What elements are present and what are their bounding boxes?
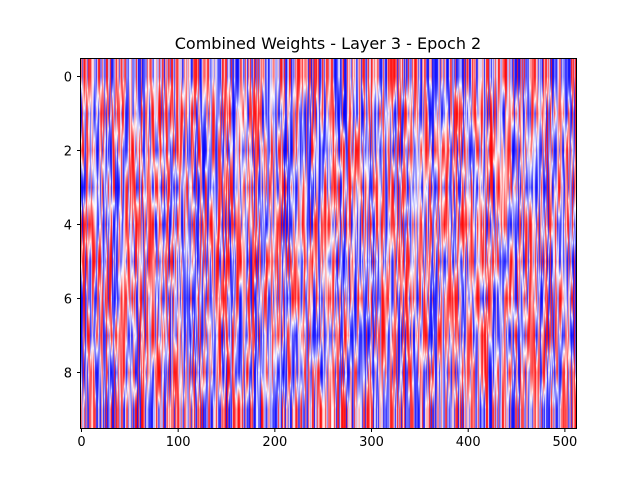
x-tick-label: 200 [262,435,287,450]
heatmap-image [81,58,576,428]
x-tick-label: 400 [456,435,481,450]
y-tick-label: 6 [64,293,72,308]
y-axis: 0 2 4 6 8 [64,71,81,382]
x-tick-label: 0 [77,435,85,450]
x-tick-label: 300 [359,435,384,450]
y-tick-label: 8 [64,367,72,382]
x-axis: 0 100 200 300 400 500 [77,428,577,450]
plot-area [80,58,577,429]
x-tick-label: 100 [166,435,191,450]
y-tick-label: 2 [64,145,72,160]
plot-frame [80,58,577,429]
y-tick-label: 4 [64,219,72,234]
x-tick-label: 500 [552,435,577,450]
y-tick-label: 0 [64,71,72,86]
chart-title: Combined Weights - Layer 3 - Epoch 2 [175,34,481,53]
